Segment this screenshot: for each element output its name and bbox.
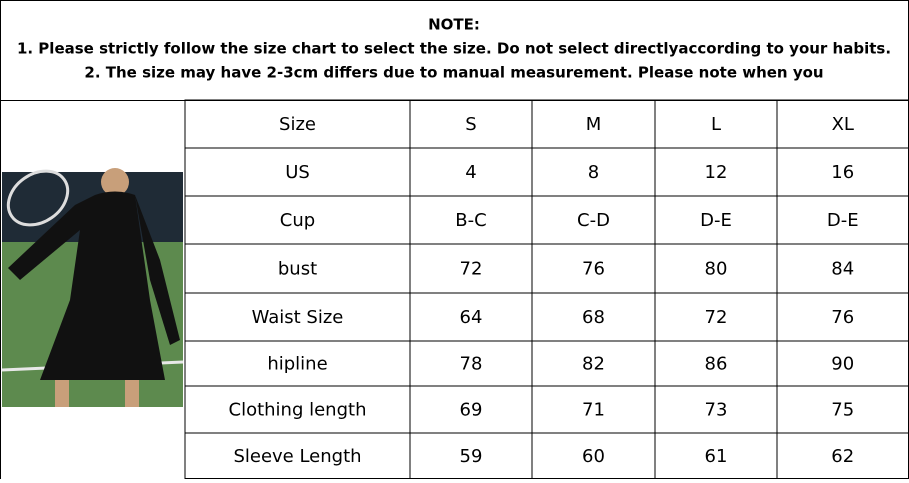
note-line: 2. The size may have 2-3cm differs due t… <box>84 64 823 82</box>
cell-text: hipline <box>267 354 327 375</box>
cell-text: B-C <box>455 210 486 231</box>
cell-text: D-E <box>827 210 859 231</box>
cell-text: 76 <box>582 259 605 280</box>
cell-text: 82 <box>582 354 605 375</box>
cell-text: 72 <box>705 307 728 328</box>
cell-text: 59 <box>460 446 483 467</box>
cell-text: 64 <box>460 307 483 328</box>
cell-text: Clothing length <box>229 400 367 421</box>
cell-text: 78 <box>460 354 483 375</box>
cell-text: 69 <box>460 400 483 421</box>
cell-text: 61 <box>705 446 728 467</box>
cell-text: Waist Size <box>252 307 344 328</box>
cell-text: 80 <box>705 259 728 280</box>
cell-text: C-D <box>577 210 610 231</box>
cell-text: 4 <box>465 162 476 183</box>
cell-text: L <box>711 114 721 135</box>
cell-text: 16 <box>831 162 854 183</box>
note-line: 1. Please strictly follow the size chart… <box>17 40 891 58</box>
cell-text: 86 <box>705 354 728 375</box>
cell-text: 71 <box>582 400 605 421</box>
cell-text: 72 <box>460 259 483 280</box>
cell-text: bust <box>278 259 317 280</box>
cell-text: 12 <box>705 162 728 183</box>
cell-text: 73 <box>705 400 728 421</box>
cell-text: 90 <box>831 354 854 375</box>
cell-text: Size <box>279 114 316 135</box>
cell-text: 68 <box>582 307 605 328</box>
cell-text: 60 <box>582 446 605 467</box>
cell-text: 75 <box>831 400 854 421</box>
table: Size S M L XL US 4 8 12 16 Cup B-C C-D D-E D-E bust 72 76… <box>184 99 909 479</box>
cell-text: 84 <box>831 259 854 280</box>
cell-text: US <box>285 162 310 183</box>
cell-text: 76 <box>831 307 854 328</box>
cell-text: XL <box>832 114 854 135</box>
cell-text: 62 <box>831 446 854 467</box>
note-title: NOTE: <box>428 16 480 34</box>
cell-text: Sleeve Length <box>233 446 361 467</box>
cell-text: D-E <box>700 210 732 231</box>
cell-text: S <box>465 114 476 135</box>
cell-text: 8 <box>588 162 599 183</box>
cell-text: M <box>586 114 602 135</box>
cell-text: Cup <box>280 210 315 231</box>
product-photo <box>1 168 184 407</box>
